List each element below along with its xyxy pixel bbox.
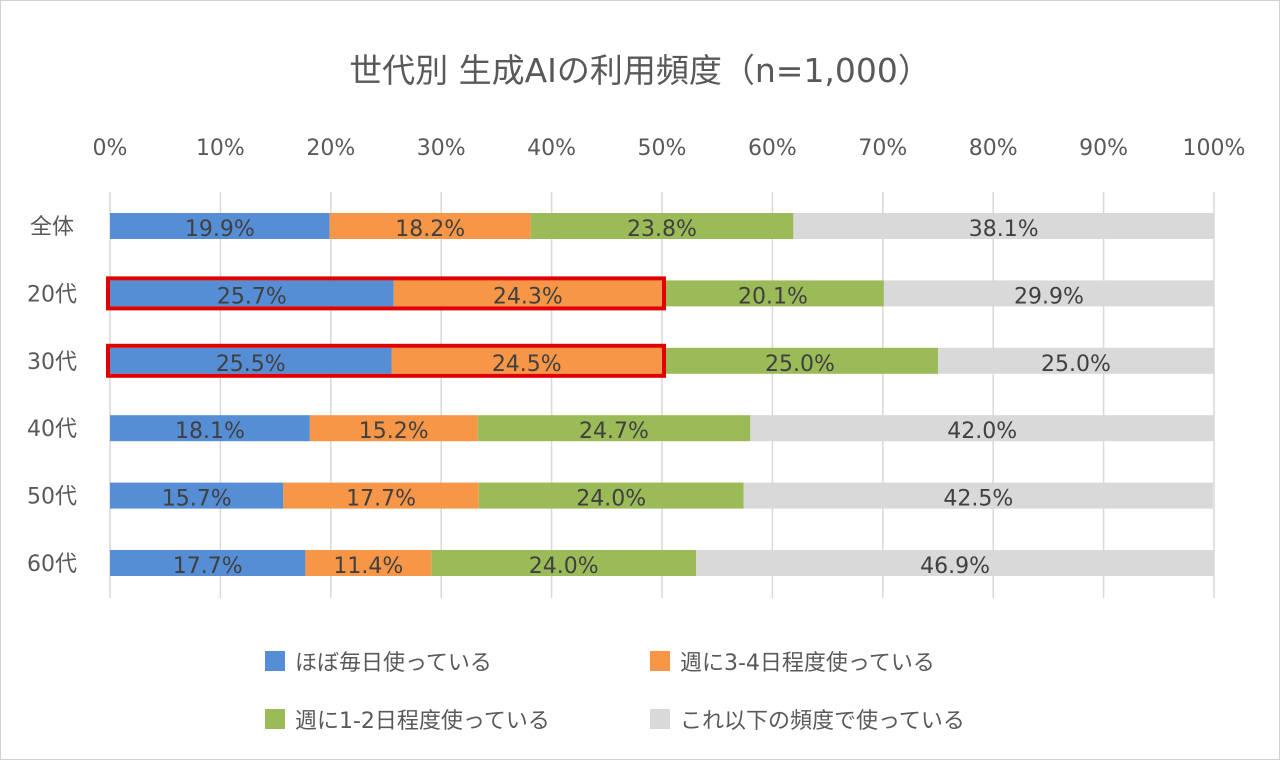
x-tick-label: 90% <box>1079 136 1128 161</box>
data-label: 42.0% <box>947 419 1017 444</box>
bar-segment <box>743 482 1213 509</box>
bar-segment <box>431 550 697 576</box>
legend-label: 週に3-4日程度使っている <box>680 651 935 676</box>
legend-label: 週に1-2日程度使っている <box>295 709 550 734</box>
data-label: 20.1% <box>738 284 808 309</box>
data-label: 46.9% <box>920 554 990 579</box>
legend-item: ほぼ毎日使っている <box>265 645 492 677</box>
data-label: 11.4% <box>333 554 403 579</box>
x-tick-label: 20% <box>306 136 355 161</box>
bar-segment <box>110 280 394 307</box>
bar-segment <box>110 482 284 509</box>
bar-segment <box>283 482 479 509</box>
x-tick-label: 0% <box>93 136 128 161</box>
x-tick-label: 30% <box>417 136 466 161</box>
x-tick-label: 10% <box>196 136 245 161</box>
data-label: 24.3% <box>493 284 563 309</box>
highlight-box <box>106 343 666 378</box>
bar-segment <box>329 213 531 239</box>
bar-segment <box>530 213 794 239</box>
bar-segment <box>309 415 478 442</box>
data-label: 24.0% <box>576 487 646 512</box>
bar-segment <box>110 347 392 374</box>
legend-item: 週に3-4日程度使っている <box>650 645 935 677</box>
bar-segment <box>110 550 306 576</box>
bar-segment <box>662 347 938 374</box>
x-tick-label: 50% <box>638 136 687 161</box>
data-label: 17.7% <box>173 554 243 579</box>
x-tick-label: 60% <box>748 136 797 161</box>
category-label: 20代 <box>27 282 77 307</box>
bar-segment <box>750 415 1214 442</box>
data-label: 25.0% <box>1041 352 1111 377</box>
x-tick-label: 100% <box>1183 136 1246 161</box>
bar-segment <box>110 415 310 442</box>
bar-segment <box>477 415 751 442</box>
legend-swatch <box>650 709 670 729</box>
data-label: 24.0% <box>529 554 599 579</box>
data-label: 18.1% <box>175 419 245 444</box>
data-label: 24.7% <box>579 419 649 444</box>
category-label: 30代 <box>27 350 77 375</box>
bar-segment <box>305 550 432 576</box>
bar-segment <box>938 347 1214 374</box>
bar-segment <box>696 550 1214 576</box>
legend-label: ほぼ毎日使っている <box>295 651 492 676</box>
legend-swatch <box>265 709 285 729</box>
data-label: 15.2% <box>359 419 429 444</box>
bar-segment <box>883 280 1214 307</box>
data-label: 25.7% <box>217 284 287 309</box>
x-tick-label: 80% <box>969 136 1018 161</box>
data-label: 24.5% <box>492 352 562 377</box>
bar-segment <box>478 482 744 509</box>
legend-label: これ以下の頻度で使っている <box>680 709 965 734</box>
legend-item: これ以下の頻度で使っている <box>650 703 965 735</box>
x-tick-label: 70% <box>858 136 907 161</box>
data-label: 38.1% <box>969 217 1039 242</box>
category-label: 全体 <box>30 215 74 240</box>
legend-swatch <box>650 651 670 671</box>
data-label: 19.9% <box>185 217 255 242</box>
data-label: 15.7% <box>162 487 232 512</box>
legend-swatch <box>265 651 285 671</box>
legend-item: 週に1-2日程度使っている <box>265 703 550 735</box>
data-label: 42.5% <box>943 487 1013 512</box>
data-label: 25.0% <box>765 352 835 377</box>
bar-segment <box>662 280 884 307</box>
data-label: 18.2% <box>395 217 465 242</box>
data-label: 23.8% <box>627 217 697 242</box>
category-label: 40代 <box>27 417 77 442</box>
data-label: 29.9% <box>1014 284 1084 309</box>
x-tick-label: 40% <box>527 136 576 161</box>
highlight-box <box>106 276 666 311</box>
category-label: 50代 <box>27 485 77 510</box>
category-label: 60代 <box>27 552 77 577</box>
bar-segment <box>393 280 662 307</box>
chart-title: 世代別 生成AIの利用頻度（n=1,000） <box>349 51 931 90</box>
data-label: 25.5% <box>216 352 286 377</box>
data-label: 17.7% <box>346 487 416 512</box>
bar-segment <box>391 347 662 374</box>
bar-segment <box>110 213 330 239</box>
bar-segment <box>793 213 1214 239</box>
